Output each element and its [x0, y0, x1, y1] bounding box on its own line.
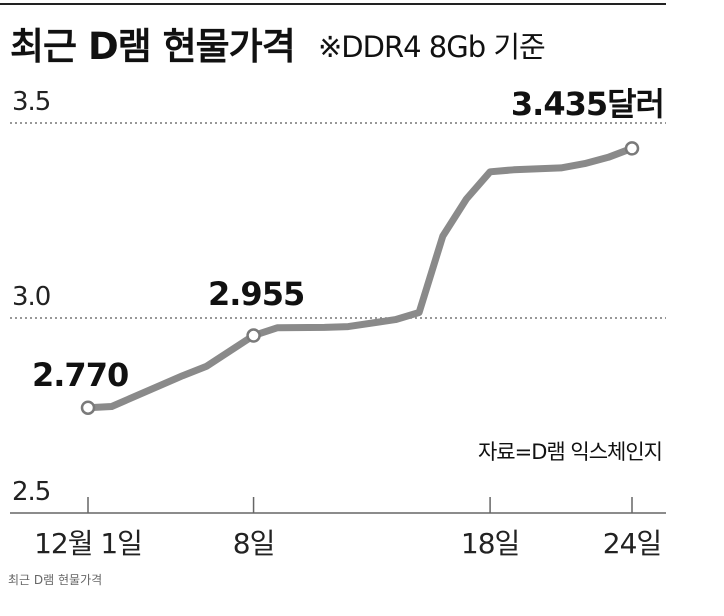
- x-tick-label-0: 12월 1일: [34, 527, 142, 560]
- chart-subtitle: ※DDR4 8Gb 기준: [318, 30, 545, 64]
- y-tick-label-3.5: 3.5: [12, 87, 50, 117]
- x-tick-label-1: 8일: [233, 527, 275, 560]
- x-tick-label-3: 24일: [603, 527, 661, 560]
- annotation-end-value: 3.435달러: [511, 85, 664, 123]
- image-caption: 최근 D램 현물가격: [8, 573, 103, 587]
- source-note: 자료=D램 익스체인지: [478, 440, 662, 464]
- chart-title: 최근 D램 현물가격: [10, 25, 295, 68]
- markers: [80, 141, 640, 415]
- annotation-mid-value: 2.955: [208, 275, 304, 313]
- y-tick-label-3.0: 3.0: [12, 282, 50, 312]
- x-tick-label-2: 18일: [461, 527, 519, 560]
- grid-lines: [10, 122, 666, 319]
- data-point-marker-1: [246, 328, 261, 343]
- annotation-start-value: 2.770: [32, 356, 128, 394]
- data-point-marker-2: [624, 141, 640, 156]
- y-tick-label-2.5: 2.5: [12, 477, 50, 507]
- series-line: [84, 144, 636, 412]
- x-ticks: 12월 1일 8일 18일 24일: [34, 497, 662, 560]
- data-point-marker-0: [80, 400, 96, 415]
